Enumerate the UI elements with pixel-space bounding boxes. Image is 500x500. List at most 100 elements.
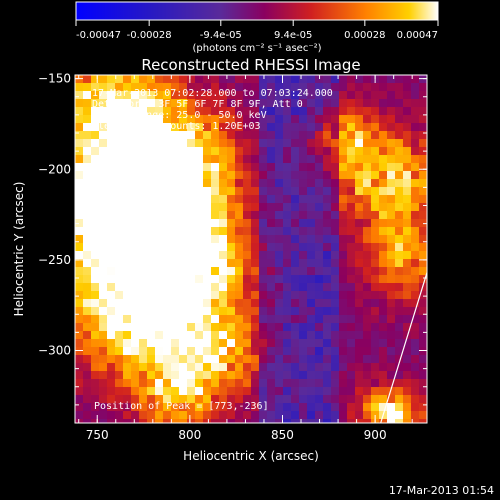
heatmap-cell bbox=[91, 123, 99, 131]
x-axis-label: Heliocentric X (arcsec) bbox=[183, 449, 319, 463]
heatmap-cell bbox=[147, 355, 155, 363]
heatmap-cell bbox=[267, 155, 275, 163]
heatmap-cell bbox=[195, 219, 203, 227]
heatmap-cell bbox=[147, 235, 155, 243]
heatmap-cell bbox=[235, 387, 243, 395]
heatmap-cell bbox=[291, 91, 299, 99]
heatmap-cell bbox=[139, 83, 147, 91]
heatmap-cell bbox=[115, 315, 123, 323]
heatmap-cell bbox=[331, 355, 339, 363]
heatmap-cell bbox=[235, 227, 243, 235]
heatmap-cell bbox=[187, 323, 195, 331]
heatmap-cell bbox=[275, 411, 283, 419]
heatmap-cell bbox=[291, 411, 299, 419]
heatmap-cell bbox=[387, 403, 395, 411]
heatmap-cell bbox=[419, 195, 427, 203]
heatmap-cell bbox=[219, 75, 227, 83]
heatmap-cell bbox=[243, 339, 251, 347]
heatmap-cell bbox=[371, 163, 379, 171]
heatmap-cell bbox=[291, 227, 299, 235]
heatmap-cell bbox=[99, 339, 107, 347]
heatmap-cell bbox=[147, 259, 155, 267]
heatmap-cell bbox=[339, 171, 347, 179]
heatmap-cell bbox=[355, 347, 363, 355]
heatmap-cell bbox=[259, 387, 267, 395]
heatmap-cell bbox=[187, 379, 195, 387]
heatmap-cell bbox=[83, 163, 91, 171]
heatmap-cell bbox=[235, 195, 243, 203]
heatmap-cell bbox=[403, 147, 411, 155]
heatmap-cell bbox=[307, 171, 315, 179]
heatmap-cell bbox=[83, 155, 91, 163]
heatmap-cell bbox=[307, 107, 315, 115]
heatmap-cell bbox=[379, 123, 387, 131]
heatmap-cell bbox=[419, 419, 427, 423]
heatmap-cell bbox=[243, 219, 251, 227]
heatmap-cell bbox=[331, 251, 339, 259]
heatmap-cell bbox=[291, 355, 299, 363]
heatmap-cell bbox=[211, 355, 219, 363]
heatmap-cell bbox=[219, 291, 227, 299]
heatmap-cell bbox=[259, 235, 267, 243]
heatmap-cell bbox=[211, 195, 219, 203]
heatmap-cell bbox=[91, 243, 99, 251]
heatmap-cell bbox=[339, 203, 347, 211]
heatmap-cell bbox=[419, 275, 427, 283]
heatmap-cell bbox=[411, 267, 419, 275]
heatmap-cell bbox=[219, 299, 227, 307]
heatmap-cell bbox=[283, 203, 291, 211]
heatmap-cell bbox=[139, 171, 147, 179]
heatmap-cell bbox=[307, 387, 315, 395]
heatmap-cell bbox=[275, 75, 283, 83]
heatmap-cell bbox=[339, 211, 347, 219]
heatmap-cell bbox=[251, 91, 259, 99]
heatmap-cell bbox=[315, 187, 323, 195]
heatmap-cell bbox=[147, 123, 155, 131]
heatmap-cell bbox=[307, 147, 315, 155]
heatmap-cell bbox=[243, 171, 251, 179]
heatmap-cell bbox=[251, 331, 259, 339]
heatmap-cell bbox=[203, 339, 211, 347]
heatmap-cell bbox=[283, 179, 291, 187]
heatmap-cell bbox=[243, 75, 251, 83]
heatmap-cell bbox=[235, 235, 243, 243]
heatmap-cell bbox=[227, 187, 235, 195]
heatmap-cell bbox=[251, 355, 259, 363]
heatmap-cell bbox=[251, 323, 259, 331]
heatmap-cell bbox=[331, 275, 339, 283]
heatmap-cell bbox=[219, 83, 227, 91]
heatmap-cell bbox=[131, 299, 139, 307]
heatmap-cell bbox=[323, 291, 331, 299]
heatmap-cell bbox=[323, 299, 331, 307]
heatmap-cell bbox=[331, 91, 339, 99]
heatmap-cell bbox=[347, 395, 355, 403]
heatmap-cell bbox=[387, 355, 395, 363]
heatmap-cell bbox=[227, 347, 235, 355]
heatmap-cell bbox=[91, 155, 99, 163]
heatmap-cell bbox=[171, 171, 179, 179]
heatmap-cell bbox=[403, 387, 411, 395]
heatmap-cell bbox=[187, 291, 195, 299]
heatmap-cell bbox=[187, 347, 195, 355]
heatmap-cell bbox=[275, 419, 283, 423]
heatmap-cell bbox=[419, 219, 427, 227]
heatmap-cell bbox=[227, 243, 235, 251]
heatmap-cell bbox=[283, 267, 291, 275]
heatmap-cell bbox=[395, 171, 403, 179]
heatmap-cell bbox=[99, 315, 107, 323]
heatmap-cell bbox=[99, 179, 107, 187]
heatmap-cell bbox=[187, 155, 195, 163]
heatmap-cell bbox=[267, 267, 275, 275]
heatmap-cell bbox=[211, 395, 219, 403]
heatmap-cell bbox=[131, 411, 139, 419]
heatmap-cell bbox=[419, 371, 427, 379]
heatmap-cell bbox=[115, 403, 123, 411]
heatmap-cell bbox=[211, 379, 219, 387]
heatmap-cell bbox=[267, 203, 275, 211]
heatmap-cell bbox=[171, 283, 179, 291]
heatmap-cell bbox=[331, 179, 339, 187]
heatmap-cell bbox=[195, 307, 203, 315]
heatmap-cell bbox=[355, 363, 363, 371]
heatmap-cell bbox=[347, 187, 355, 195]
y-tick-label: −150 bbox=[38, 72, 71, 86]
